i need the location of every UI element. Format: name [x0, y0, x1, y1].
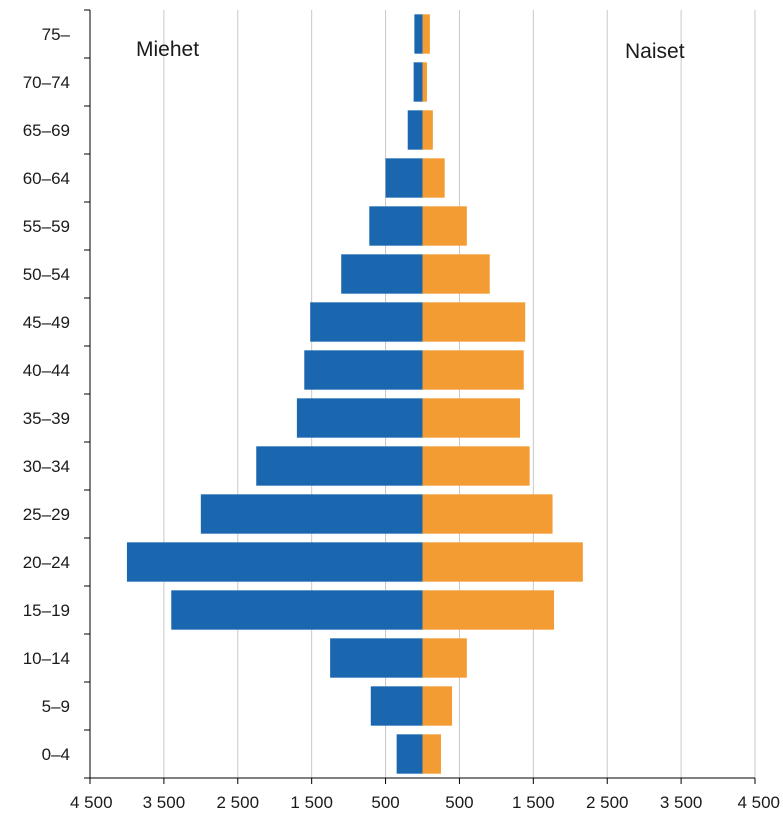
y-tick-label: 35–39: [23, 409, 70, 428]
y-tick-label: 45–49: [23, 313, 70, 332]
bar-miehet-30–34: [256, 446, 423, 486]
bar-naiset-5–9: [422, 686, 453, 726]
axes: [84, 9, 756, 784]
y-tick-label: 60–64: [23, 169, 70, 188]
bar-miehet-25–29: [200, 494, 423, 534]
y-tick-label: 5–9: [42, 697, 70, 716]
y-tick-label: 55–59: [23, 217, 70, 236]
y-tick-label: 70–74: [23, 73, 70, 92]
bar-naiset-25–29: [422, 494, 553, 534]
x-tick-label: 3 500: [660, 793, 703, 812]
y-tick-label: 25–29: [23, 505, 70, 524]
y-tick-label: 20–24: [23, 553, 70, 572]
y-tick-label: 30–34: [23, 457, 70, 476]
y-tick-label: 0–4: [42, 745, 70, 764]
series-label-miehet: Miehet: [136, 38, 199, 61]
x-tick-label: 1 500: [512, 793, 555, 812]
bar-miehet-45–49: [310, 302, 423, 342]
bar-naiset-30–34: [422, 446, 530, 486]
bar-naiset-65–69: [422, 110, 433, 150]
bar-miehet-35–39: [296, 398, 423, 438]
bar-naiset-70–74: [422, 62, 427, 102]
y-tick-label: 40–44: [23, 361, 70, 380]
bar-miehet-65–69: [407, 110, 423, 150]
y-tick-label: 50–54: [23, 265, 70, 284]
bar-miehet-0–4: [396, 734, 423, 774]
y-tick-label: 10–14: [23, 649, 70, 668]
y-tick-label: 15–19: [23, 601, 70, 620]
bar-miehet-50–54: [341, 254, 423, 294]
bar-naiset-35–39: [422, 398, 521, 438]
bar-miehet-15–19: [171, 590, 423, 630]
x-tick-label: 4 500: [70, 793, 113, 812]
bar-naiset-20–24: [422, 542, 583, 582]
y-tick-labels: 0–4 5–9 10–14 15–19 20–24 25–29 30–34 35–39 40–4…: [23, 25, 71, 764]
x-tick-label: 3 500: [143, 793, 186, 812]
bar-miehet-70–74: [413, 62, 423, 102]
bar-miehet-40–44: [304, 350, 423, 390]
y-tick-label: 65–69: [23, 121, 70, 140]
bar-naiset-55–59: [422, 206, 467, 246]
x-tick-label: 2 500: [586, 793, 629, 812]
x-tick-label: 500: [445, 793, 473, 812]
gridlines: [163, 10, 756, 778]
x-tick-label: 4 500: [737, 793, 780, 812]
bar-naiset-75–: [422, 14, 430, 54]
bar-naiset-0–4: [422, 734, 441, 774]
bar-naiset-45–49: [422, 302, 526, 342]
bar-naiset-50–54: [422, 254, 490, 294]
y-tick-label: 75–: [42, 25, 71, 44]
bars: [126, 14, 583, 774]
x-tick-label: 2 500: [217, 793, 260, 812]
bar-miehet-5–9: [370, 686, 423, 726]
bar-naiset-40–44: [422, 350, 524, 390]
series-label-naiset: Naiset: [625, 40, 685, 63]
x-tick-labels: 4 500 3 500 2 500 1 500 500 500 1 500 2 500 3 50…: [70, 793, 780, 812]
bar-miehet-20–24: [126, 542, 423, 582]
bar-naiset-15–19: [422, 590, 555, 630]
bar-miehet-10–14: [330, 638, 423, 678]
bar-miehet-55–59: [369, 206, 423, 246]
bar-naiset-10–14: [422, 638, 467, 678]
x-tick-label: 1 500: [290, 793, 333, 812]
bar-miehet-60–64: [385, 158, 423, 198]
bar-naiset-60–64: [422, 158, 445, 198]
bar-miehet-75–: [414, 14, 423, 54]
x-tick-label: 500: [371, 793, 399, 812]
